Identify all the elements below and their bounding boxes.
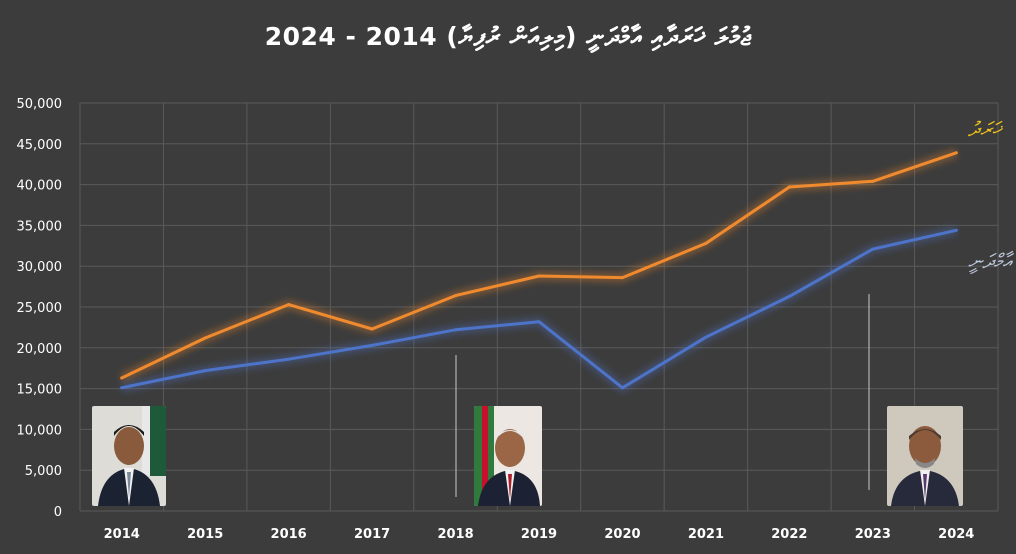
chart-title: ޖުމުލަ ޚަރަދާއި އާމްދަނީ (މިލިއަން ރުފިޔ… [264,22,752,51]
series-point [620,386,624,390]
series-point [454,294,458,298]
series-point [787,185,791,189]
series-point [704,241,708,245]
x-tick-label: 2018 [437,527,473,542]
y-tick-label: 5,000 [25,464,62,479]
y-tick-label: 10,000 [17,423,63,438]
x-tick-label: 2015 [187,527,223,542]
series-point [787,294,791,298]
series-point [537,274,541,278]
series-point [370,327,374,331]
series-point [203,336,207,340]
series-label: އާމްދަނީ [968,249,1015,274]
portrait-2023 [887,406,963,506]
y-tick-label: 25,000 [17,301,63,316]
series-point [871,179,875,183]
y-tick-label: 45,000 [17,138,63,153]
series-point [954,151,958,155]
series-point [120,386,124,390]
x-tick-label: 2014 [104,527,140,542]
series-point [871,247,875,251]
series-point [537,320,541,324]
series-point [454,328,458,332]
x-tick-label: 2024 [938,527,974,542]
series-point [620,276,624,280]
x-tick-label: 2020 [604,527,640,542]
series-point [954,228,958,232]
x-tick-label: 2022 [771,527,807,542]
series-point [704,335,708,339]
series-point [287,303,291,307]
y-tick-label: 20,000 [17,342,63,357]
series-point [370,343,374,347]
series-point [287,357,291,361]
series-point [120,376,124,380]
series-point [203,369,207,373]
y-tick-label: 40,000 [17,179,63,194]
x-tick-label: 2016 [271,527,307,542]
y-tick-label: 0 [54,505,62,520]
portrait-2014 [92,406,166,506]
x-tick-label: 2021 [688,527,724,542]
y-tick-label: 30,000 [17,260,63,275]
x-tick-label: 2017 [354,527,390,542]
y-tick-label: 15,000 [17,383,63,398]
portrait-2018 [474,406,542,506]
x-tick-label: 2023 [855,527,891,542]
x-tick-label: 2019 [521,527,557,542]
y-tick-label: 50,000 [17,97,63,112]
y-tick-label: 35,000 [17,219,63,234]
series-label: ޚަރަދު [967,117,1003,141]
